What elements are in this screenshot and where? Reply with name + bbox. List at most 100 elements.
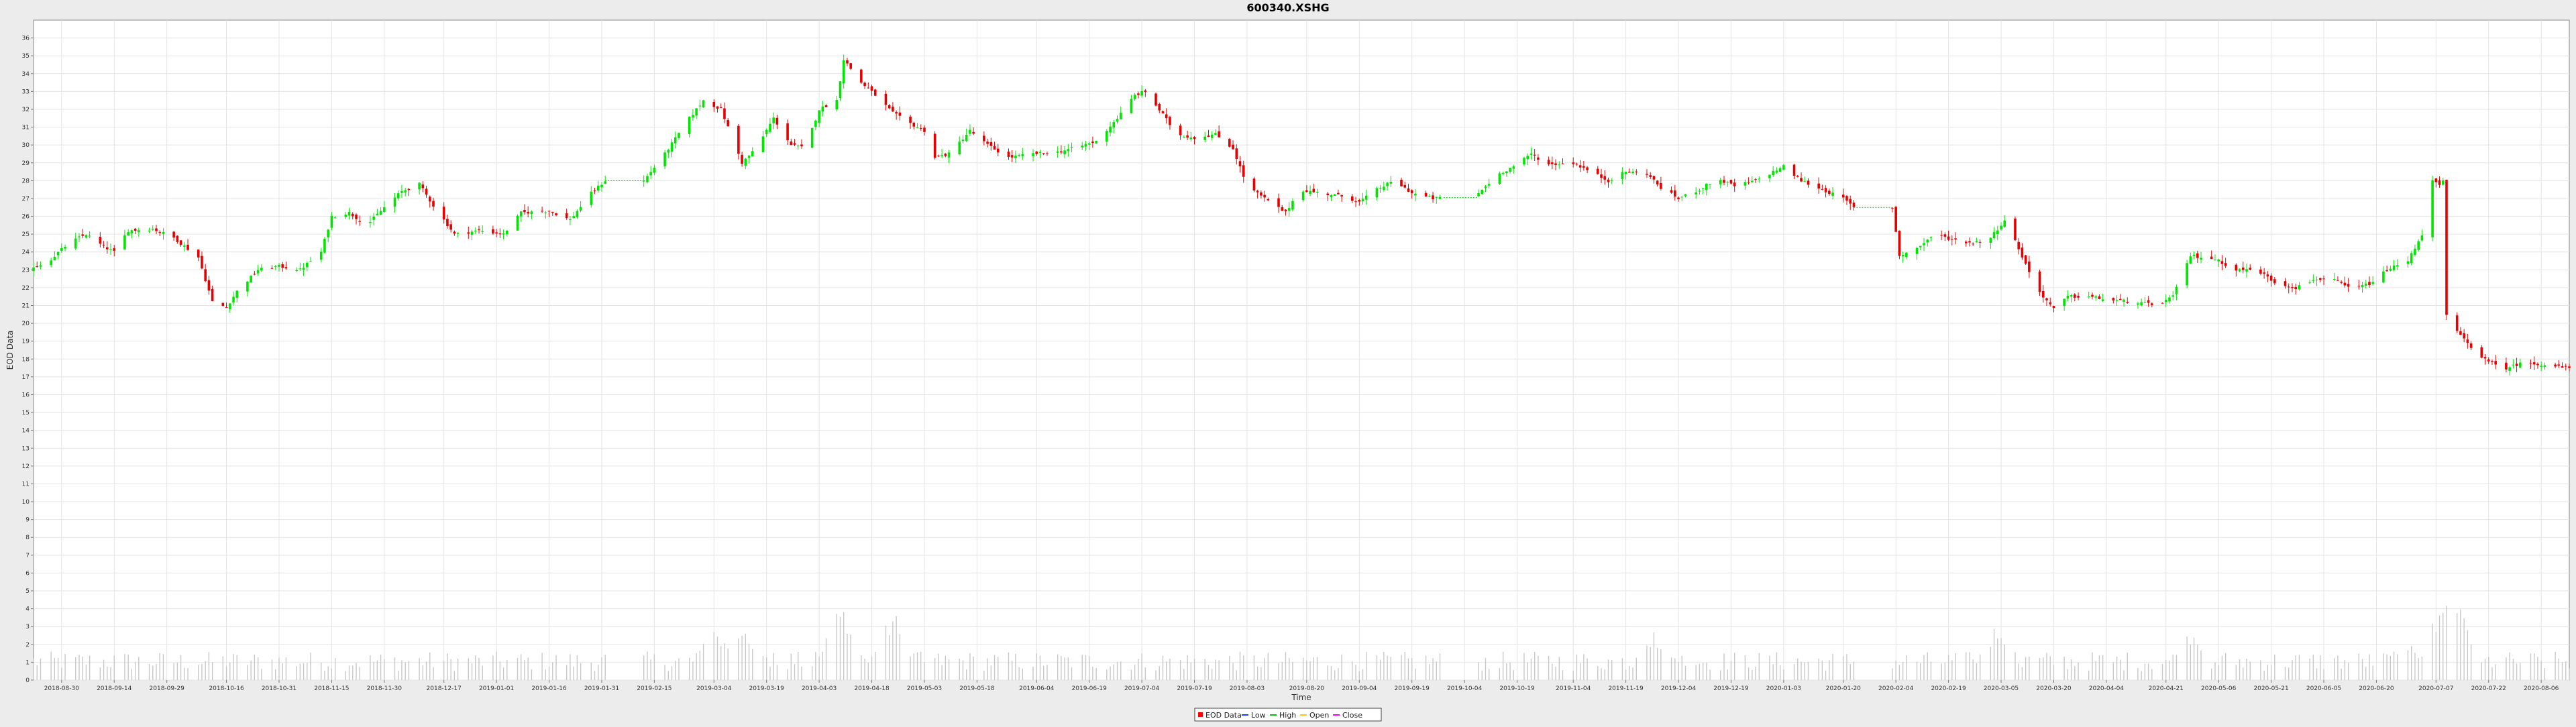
candle-body — [1533, 154, 1536, 156]
candle-body — [1042, 153, 1045, 154]
candle-body — [2094, 296, 2097, 298]
x-tick-label: 2019-10-19 — [1499, 685, 1535, 692]
candle-body — [309, 261, 312, 262]
candle-body — [1361, 199, 1364, 202]
candle-body — [407, 188, 411, 190]
candle-body — [839, 81, 842, 99]
candle-body — [1992, 232, 1996, 239]
candle-body — [1189, 137, 1193, 139]
y-tick-label: 25 — [22, 231, 30, 238]
x-tick-label: 2018-11-15 — [314, 685, 349, 692]
candle-body — [653, 168, 656, 173]
candle-body — [1438, 197, 1442, 199]
candle-body — [453, 231, 456, 234]
y-tick-label: 33 — [22, 89, 30, 95]
candle-body — [1137, 93, 1140, 95]
candle-body — [351, 213, 354, 217]
candle-body — [1512, 166, 1515, 169]
candle-body — [712, 102, 716, 107]
candle-body — [2220, 261, 2224, 264]
candle-body — [1354, 201, 1357, 203]
candle-body — [53, 256, 56, 261]
candle-body — [965, 134, 968, 142]
x-tick-label: 2020-02-19 — [1931, 685, 1966, 692]
x-tick-label: 2020-06-20 — [2359, 685, 2394, 692]
candle-body — [1403, 184, 1407, 188]
candle-body — [1670, 190, 1673, 193]
x-tick-label: 2019-11-19 — [1608, 685, 1644, 692]
candle-body — [2414, 248, 2416, 256]
candle-body — [1743, 182, 1747, 186]
candle-body — [2487, 359, 2490, 361]
candle-body — [428, 197, 431, 202]
candle-body — [1179, 125, 1182, 135]
candle-body — [1084, 144, 1087, 147]
candle-body — [1841, 194, 1845, 198]
candle-body — [2396, 265, 2399, 267]
candle-body — [947, 152, 951, 158]
y-tick-label: 3 — [25, 624, 30, 630]
x-tick-label: 2019-07-19 — [1177, 685, 1212, 692]
candle-body — [2505, 362, 2508, 370]
candle-body — [2420, 235, 2424, 241]
candle-body — [642, 180, 645, 182]
candle-body — [1723, 180, 1725, 183]
candle-body — [1968, 241, 1971, 243]
candle-body — [60, 247, 63, 251]
candle-body — [1340, 194, 1343, 197]
candle-body — [1701, 188, 1705, 189]
candle-body — [260, 268, 263, 271]
candle-body — [478, 229, 480, 231]
candle-body — [2000, 225, 2002, 230]
candle-body — [2186, 263, 2188, 286]
candle-body — [155, 228, 158, 231]
candle-body — [727, 119, 729, 127]
candle-body — [873, 89, 877, 96]
candle-body — [1333, 194, 1336, 197]
candle-body — [278, 264, 280, 267]
y-tick-label: 24 — [22, 249, 30, 256]
candle-body — [1214, 133, 1217, 135]
candle-body — [1301, 191, 1305, 201]
candle-body — [1610, 180, 1613, 181]
x-tick-label: 2018-10-31 — [262, 685, 297, 692]
candle-body — [516, 215, 519, 231]
candle-body — [2469, 343, 2473, 348]
candle-body — [162, 231, 165, 234]
candle-body — [2087, 296, 2090, 298]
candle-body — [741, 154, 743, 164]
candle-body — [2003, 220, 2006, 227]
legend-label-eod: EOD Data — [1205, 711, 1242, 720]
candle-body — [74, 238, 77, 249]
y-tick-label: 8 — [25, 535, 30, 541]
candle-body — [1087, 143, 1091, 145]
candle-body — [1800, 178, 1803, 182]
candle-body — [1018, 154, 1020, 156]
candle-body — [2434, 178, 2438, 182]
candle-body — [2392, 265, 2396, 270]
candle-body — [2480, 347, 2483, 358]
candle-body — [2038, 271, 2041, 292]
candle-body — [1929, 237, 1933, 238]
y-tick-label: 12 — [22, 463, 30, 470]
candle-body — [1161, 111, 1165, 114]
candle-body — [2512, 364, 2515, 366]
candle-body — [800, 144, 803, 147]
candle-body — [2371, 282, 2375, 284]
x-tick-label: 2018-10-16 — [209, 685, 244, 692]
candle-body — [2070, 295, 2073, 297]
candle-body — [2196, 253, 2199, 258]
candle-body — [36, 266, 39, 268]
candle-body — [1831, 192, 1834, 196]
candle-body — [898, 112, 902, 116]
candle-body — [1375, 188, 1379, 198]
candle-body — [425, 188, 428, 195]
candle-body — [1242, 165, 1245, 177]
candle-body — [2115, 300, 2118, 301]
candle-body — [502, 233, 505, 235]
y-tick-label: 16 — [22, 392, 30, 398]
candle-body — [1014, 155, 1017, 159]
candle-body — [1526, 156, 1529, 160]
candle-body — [2074, 294, 2076, 298]
